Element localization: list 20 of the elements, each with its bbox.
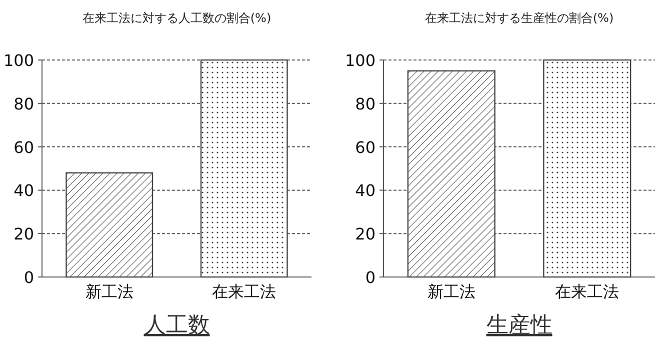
y-tick-label: 80 (14, 94, 34, 114)
y-tick-label: 0 (24, 268, 34, 287)
y-tick-label: 40 (355, 181, 376, 200)
y-tick-label: 20 (14, 224, 34, 244)
x-axis-title: 人工数 (144, 313, 210, 338)
x-tick-label: 在来工法 (212, 282, 276, 301)
chart-title: 在来工法に対する生産性の割合(%) (424, 11, 614, 25)
y-tick-label: 100 (3, 51, 34, 70)
x-tick-label: 新工法 (427, 282, 476, 301)
y-tick-label: 60 (14, 138, 34, 157)
y-tick-label: 20 (355, 224, 376, 244)
y-tick-label: 100 (344, 51, 376, 70)
y-tick-label: 40 (14, 181, 34, 200)
x-tick-label: 在来工法 (555, 282, 620, 301)
y-tick-label: 0 (365, 268, 376, 287)
x-axis-title: 生産性 (486, 313, 552, 338)
chart-title: 在来工法に対する人工数の割合(%) (82, 11, 272, 25)
y-tick-label: 80 (355, 94, 376, 114)
x-tick-label: 新工法 (85, 282, 134, 301)
y-tick-label: 60 (355, 138, 376, 157)
